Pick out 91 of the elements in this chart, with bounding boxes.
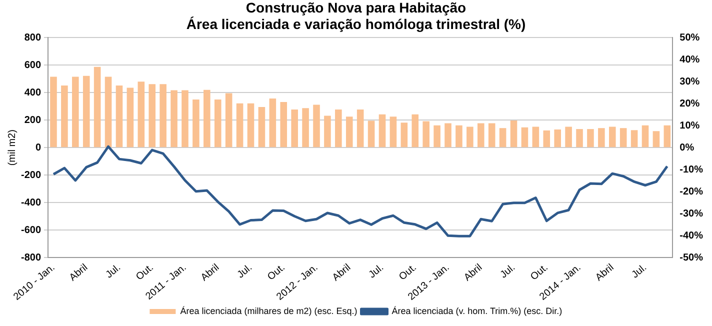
bar (378, 114, 386, 148)
y-tick-label: -800 (21, 252, 42, 264)
legend-label: Área licenciada (v. hom. Trim.%) (esc. Dir.) (392, 306, 562, 316)
bar (61, 85, 68, 148)
y2-tick-label: 40% (680, 54, 700, 66)
bar (521, 127, 528, 148)
bar (346, 116, 353, 148)
bar (444, 123, 452, 148)
x-tick-label: Jul. (235, 262, 254, 281)
bar (225, 93, 232, 148)
y-tick-label: 600 (24, 60, 42, 71)
bar (630, 130, 638, 148)
bar (82, 76, 90, 148)
bar (269, 98, 276, 148)
bar (116, 85, 123, 148)
bar (642, 125, 649, 148)
bar (258, 107, 266, 148)
y2-tick-label: 0% (680, 142, 694, 154)
y2-tick-label: -50% (680, 252, 704, 264)
y2-tick-label: 50% (680, 32, 700, 44)
bar (510, 120, 518, 148)
y2-tick-label: 30% (680, 76, 700, 88)
bar (664, 125, 671, 148)
bar (192, 99, 200, 148)
bar (576, 129, 583, 148)
bar (324, 116, 331, 148)
bar (214, 99, 222, 148)
y-tick-label: 200 (24, 114, 42, 126)
bar (50, 76, 57, 148)
x-tick-label: Out. (134, 262, 156, 283)
y-axis-title: (mil m2) (6, 130, 18, 166)
bar (543, 130, 550, 148)
bar (170, 90, 178, 148)
bar (126, 88, 134, 148)
bar (587, 129, 594, 148)
bar (608, 126, 616, 148)
chart-subtitle: Área licenciada e variação homóloga trimestral (%) (186, 16, 526, 32)
bar (138, 82, 145, 148)
bar (499, 128, 506, 148)
x-tick-label: Jul. (104, 262, 123, 281)
bar (652, 131, 660, 148)
bar (302, 108, 309, 148)
bar (400, 122, 408, 148)
bar (236, 103, 244, 148)
x-tick-label: Jul. (366, 262, 386, 281)
y2-tick-label: -20% (680, 186, 704, 198)
y2-tick-label: 20% (680, 98, 700, 110)
bar (335, 110, 342, 148)
x-tick-label: Jul. (630, 262, 649, 281)
x-tick-label: Out. (266, 262, 288, 283)
y2-tick-label: -30% (680, 208, 704, 220)
y-tick-label: 400 (24, 87, 42, 98)
bar (104, 76, 112, 148)
bar (182, 90, 188, 148)
y-tick-label: -600 (21, 224, 42, 236)
bar (422, 121, 430, 148)
bar (434, 125, 440, 148)
bar (94, 66, 101, 148)
bar (456, 125, 462, 148)
y-tick-label: 800 (24, 32, 42, 44)
y-tick-label: -400 (21, 197, 42, 208)
bar (247, 103, 254, 148)
x-tick-label: Jul. (498, 262, 518, 281)
bar (412, 114, 419, 148)
x-tick-label: Out. (397, 262, 419, 283)
x-tick-label: Out. (528, 262, 550, 283)
y2-tick-label: -10% (680, 164, 704, 176)
chart-title: Construção Nova para Habitação (246, 0, 466, 16)
bar (390, 116, 397, 148)
bar (565, 126, 572, 148)
bar (554, 129, 561, 148)
bar (356, 110, 364, 148)
bar (72, 76, 79, 148)
bar (532, 126, 540, 148)
bar (598, 128, 605, 148)
bar (477, 123, 484, 148)
bar (160, 84, 166, 148)
y-tick-label: 0 (35, 142, 42, 154)
y-tick-label: -200 (21, 170, 42, 181)
bar (620, 128, 627, 148)
bar (148, 84, 156, 148)
bar (368, 120, 375, 148)
bar (488, 123, 496, 148)
legend-label: Área licenciada (milhares de m2) (esc. Esq.) (180, 306, 358, 316)
bar (204, 90, 210, 148)
bar (466, 126, 474, 148)
bar (313, 104, 320, 148)
bar (280, 102, 288, 148)
y2-tick-label: -40% (680, 230, 704, 242)
bar (291, 110, 298, 148)
y2-tick-label: 10% (680, 120, 700, 132)
